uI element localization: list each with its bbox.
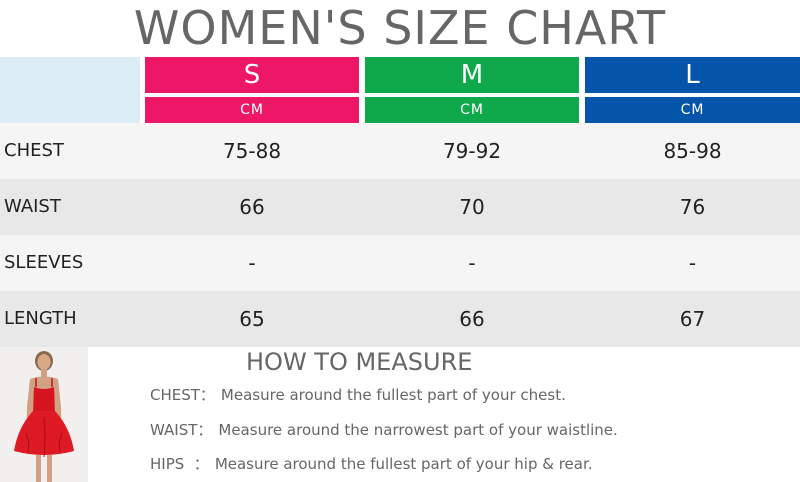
model-illustration-icon: [0, 347, 88, 482]
table-cell: 65: [239, 307, 265, 331]
measure-key: WAIST：: [150, 421, 213, 439]
unit-header-l: CM: [585, 97, 800, 123]
row-label: WAIST: [4, 196, 61, 217]
table-cell: 66: [459, 307, 485, 331]
model-photo: [0, 347, 88, 482]
measure-text: Measure around the fullest part of your …: [214, 455, 593, 473]
measure-key: CHEST：: [150, 386, 215, 404]
table-row-sleeves: SLEEVES - - -: [0, 235, 800, 291]
measure-item-chest: CHEST： Measure around the fullest part of…: [150, 383, 566, 407]
measure-item-waist: WAIST： Measure around the narrowest part …: [150, 418, 618, 442]
measure-text: Measure around the narrowest part of you…: [218, 421, 618, 439]
row-label: SLEEVES: [4, 252, 84, 273]
table-row-chest: CHEST 75-88 79-92 85-98: [0, 123, 800, 179]
measure-item-hips: HIPS ： Measure around the fullest part of…: [150, 452, 593, 476]
measure-text: Measure around the fullest part of your …: [220, 386, 566, 404]
table-row-waist: WAIST 66 70 76: [0, 179, 800, 235]
measure-key: HIPS ：: [150, 455, 209, 473]
table-cell: 66: [239, 195, 265, 219]
table-cell: -: [468, 251, 476, 275]
size-header-l: L: [585, 57, 800, 93]
table-cell: 70: [459, 195, 485, 219]
table-cell: 79-92: [442, 139, 502, 163]
table-cell: -: [688, 251, 697, 275]
table-cell: 85-98: [663, 139, 722, 163]
table-cell: 75-88: [222, 139, 282, 163]
table-cell: 67: [679, 307, 706, 331]
table-row-length: LENGTH 65 66 67: [0, 291, 800, 347]
table-cell: 76: [679, 195, 706, 219]
table-corner-cell: [0, 57, 140, 123]
size-header-s: S: [145, 57, 359, 93]
unit-header-s: CM: [145, 97, 359, 123]
unit-header-m: CM: [365, 97, 579, 123]
table-cell: -: [248, 251, 256, 275]
how-to-measure-title: HOW TO MEASURE: [246, 348, 473, 376]
row-label: LENGTH: [4, 308, 77, 329]
page-title: WOMEN'S SIZE CHART: [133, 1, 667, 55]
row-label: CHEST: [4, 140, 64, 161]
size-header-m: M: [365, 57, 579, 93]
